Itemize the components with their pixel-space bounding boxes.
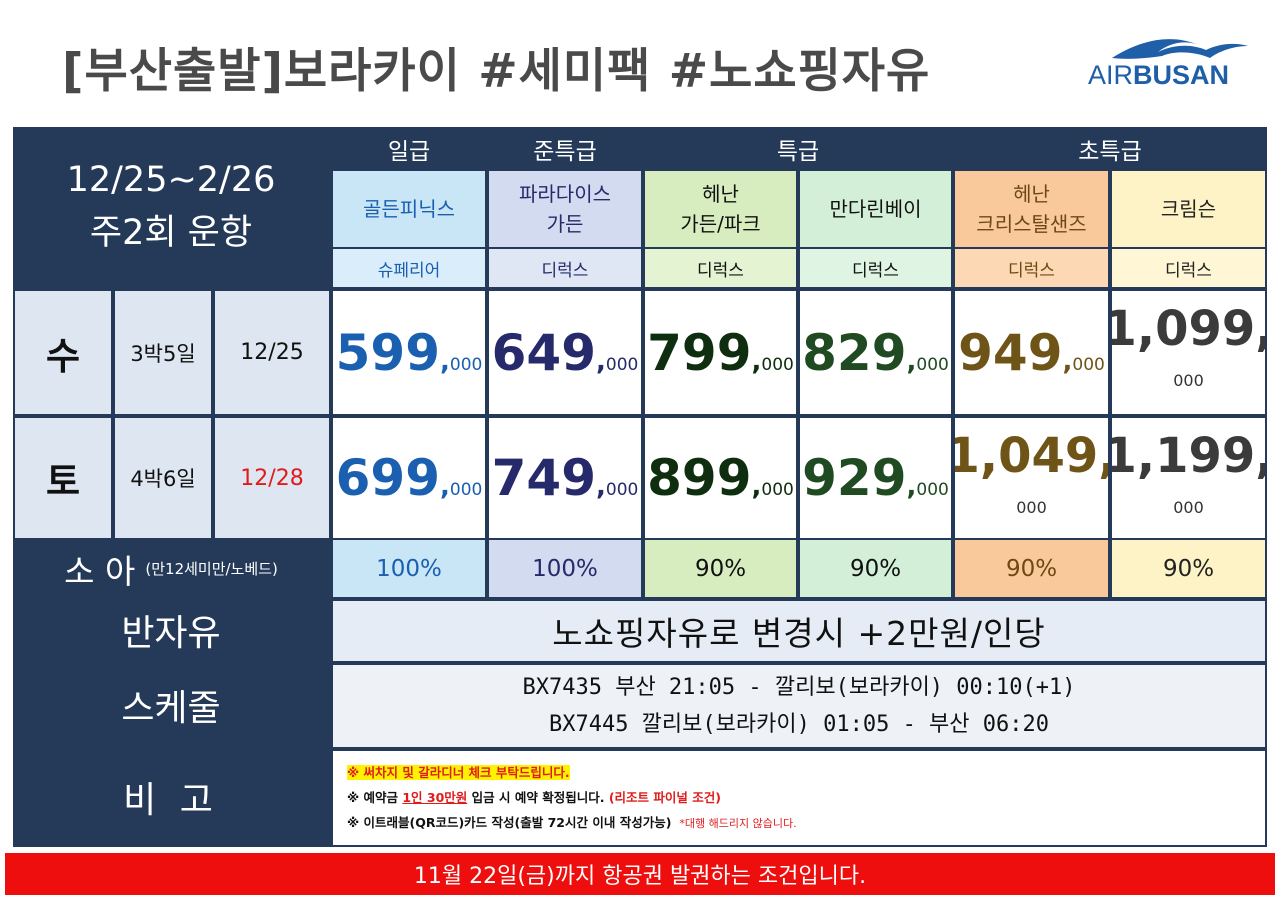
room-type-5: 디럭스 — [955, 249, 1108, 287]
price-cell: 799,000 — [645, 291, 796, 414]
child-percent: 100% — [489, 540, 641, 597]
room-type-6: 디럭스 — [1112, 249, 1265, 287]
child-percent: 90% — [645, 540, 796, 597]
period-header: 12/25~2/26 주2회 운항 — [13, 127, 329, 287]
row-1-day: 수 — [15, 291, 111, 414]
child-percent: 90% — [955, 540, 1108, 597]
price-table: 12/25~2/26 주2회 운항 일급 준특급 특급 초특급 골든피닉스 파라… — [13, 127, 1267, 847]
price-cell: 699,000 — [333, 418, 485, 538]
hotel-name-2: 파라다이스 가든 — [489, 171, 641, 247]
remark-deposit: ※ 예약금 1인 30만원 입금 시 예약 확정됩니다. (리조트 파이널 조건… — [347, 790, 721, 805]
ticketing-deadline-banner: 11월 22일(금)까지 항공권 발권하는 조건입니다. — [5, 853, 1275, 895]
price-cell: 829,000 — [800, 291, 951, 414]
flight-outbound: BX7435 부산 21:05 - 깔리보(보라카이) 00:10(+1) — [522, 675, 1076, 700]
period-dates: 12/25~2/26 — [66, 160, 276, 200]
hotel-name-5: 헤난 크리스탈샌즈 — [955, 171, 1108, 247]
hotel-name-6: 크림슨 — [1112, 171, 1265, 247]
child-percent: 90% — [800, 540, 951, 597]
price-cell: 1,049, 000 — [955, 418, 1108, 538]
price-cell: 599,000 — [333, 291, 485, 414]
air-busan-logo: AIRBUSAN — [1088, 36, 1253, 94]
room-type-3: 디럭스 — [645, 249, 796, 287]
price-cell: 899,000 — [645, 418, 796, 538]
price-cell: 1,099, 000 — [1112, 291, 1265, 414]
schedule-label: 스케줄 — [13, 663, 329, 747]
room-type-2: 디럭스 — [489, 249, 641, 287]
remarks-label: 비 고 — [13, 749, 329, 845]
grade-header-4: 초특급 — [955, 129, 1265, 169]
flight-schedule: BX7435 부산 21:05 - 깔리보(보라카이) 00:10(+1) BX… — [333, 665, 1265, 747]
child-label: 소 아 (만12세미만/노베드) — [13, 540, 329, 597]
room-type-1: 슈페리어 — [333, 249, 485, 287]
grade-header-1: 일급 — [333, 129, 485, 169]
hotel-name-4: 만다린베이 — [800, 171, 951, 247]
child-percent: 90% — [1112, 540, 1265, 597]
flight-return: BX7445 깔리보(보라카이) 01:05 - 부산 06:20 — [548, 712, 1050, 737]
remark-etravel: ※ 이트래블(QR코드)카드 작성(출발 72시간 이내 작성가능) *대행 해드… — [347, 815, 797, 830]
wing-icon — [1112, 39, 1248, 59]
remark-surcharge: ※ 써차지 및 갈라디너 체크 부탁드립니다. — [347, 765, 570, 780]
price-cell: 649,000 — [489, 291, 641, 414]
period-frequency: 주2회 운항 — [89, 213, 253, 253]
row-2-nights: 4박6일 — [115, 418, 211, 538]
remarks-notes: ※ 써차지 및 갈라디너 체크 부탁드립니다. ※ 예약금 1인 30만원 입금… — [333, 751, 1265, 845]
price-cell: 949,000 — [955, 291, 1108, 414]
half-free-text: 노쇼핑자유로 변경시 +2만원/인당 — [333, 601, 1265, 661]
price-cell: 929,000 — [800, 418, 951, 538]
logo-text: AIRBUSAN — [1088, 60, 1230, 90]
hotel-name-1: 골든피닉스 — [333, 171, 485, 247]
room-type-4: 디럭스 — [800, 249, 951, 287]
grade-header-3: 특급 — [645, 129, 951, 169]
half-free-label: 반자유 — [13, 599, 329, 661]
row-2-day: 토 — [15, 418, 111, 538]
price-cell: 1,199, 000 — [1112, 418, 1265, 538]
price-cell: 749,000 — [489, 418, 641, 538]
row-2-date: 12/28 — [215, 418, 329, 538]
page-title: [부산출발]보라카이 #세미팩 #노쇼핑자유 — [62, 44, 931, 99]
row-1-date: 12/25 — [215, 291, 329, 414]
row-1-nights: 3박5일 — [115, 291, 211, 414]
hotel-name-3: 헤난 가든/파크 — [645, 171, 796, 247]
grade-header-2: 준특급 — [489, 129, 641, 169]
child-percent: 100% — [333, 540, 485, 597]
